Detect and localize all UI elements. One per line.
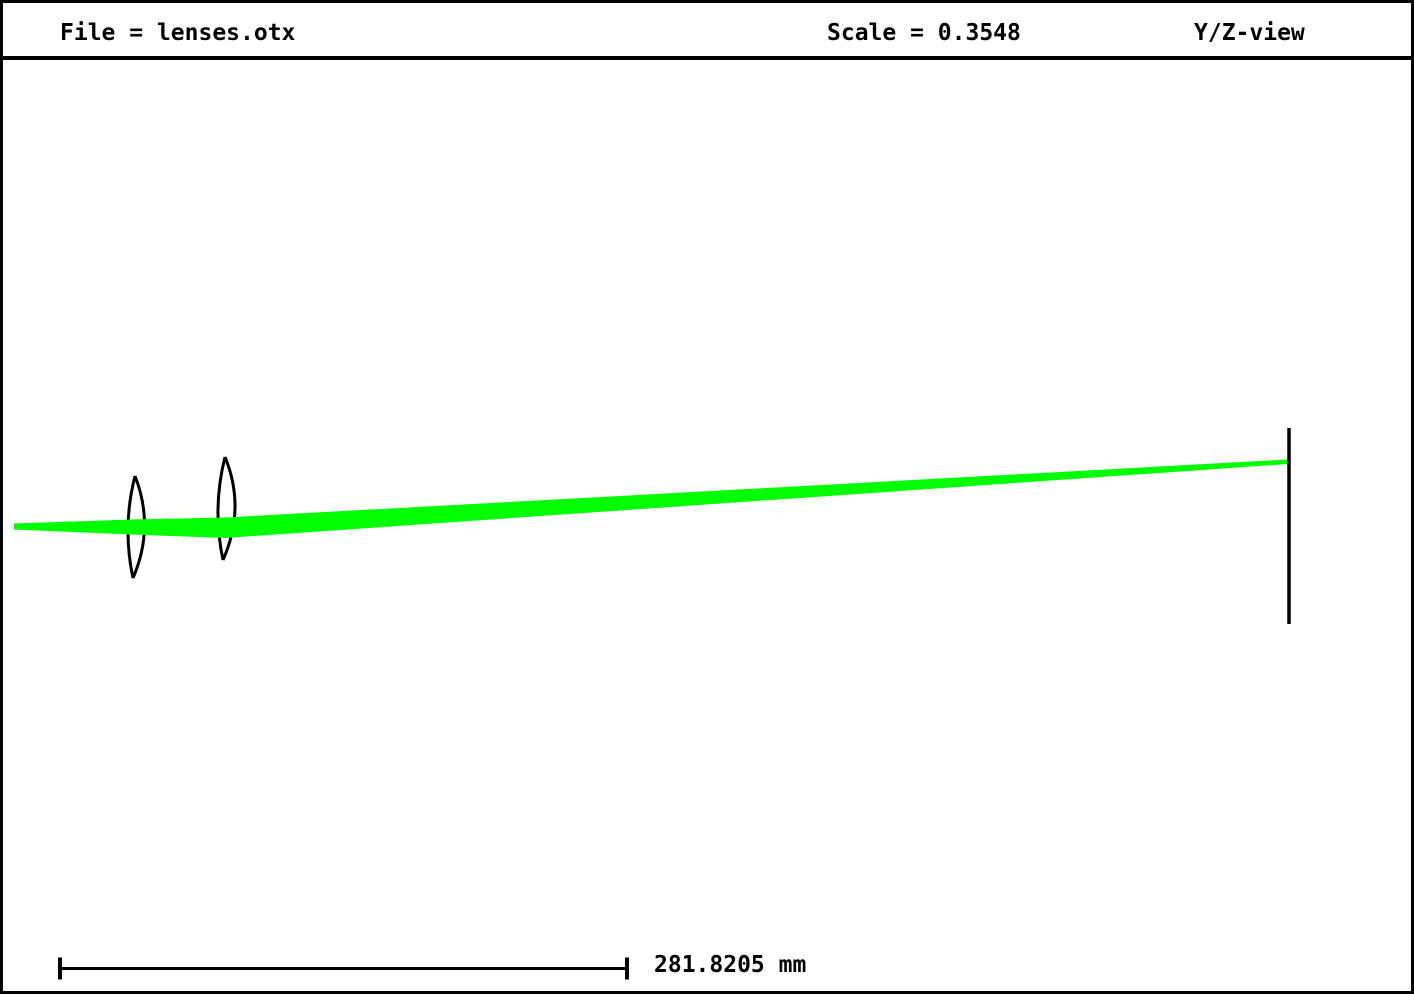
ray-bundle xyxy=(14,459,1288,538)
view-orientation-label: Y/Z-view xyxy=(1194,20,1305,46)
lens-2-outline xyxy=(216,456,237,561)
scale-bar-length-label: 281.8205 mm xyxy=(654,952,807,978)
scale-bar xyxy=(58,957,629,980)
scale-factor-label: Scale = 0.3548 xyxy=(827,20,1021,46)
lens-layout-drawing xyxy=(14,428,1291,980)
file-name-label: File = lenses.otx xyxy=(60,20,296,46)
header-separator xyxy=(3,56,1411,60)
